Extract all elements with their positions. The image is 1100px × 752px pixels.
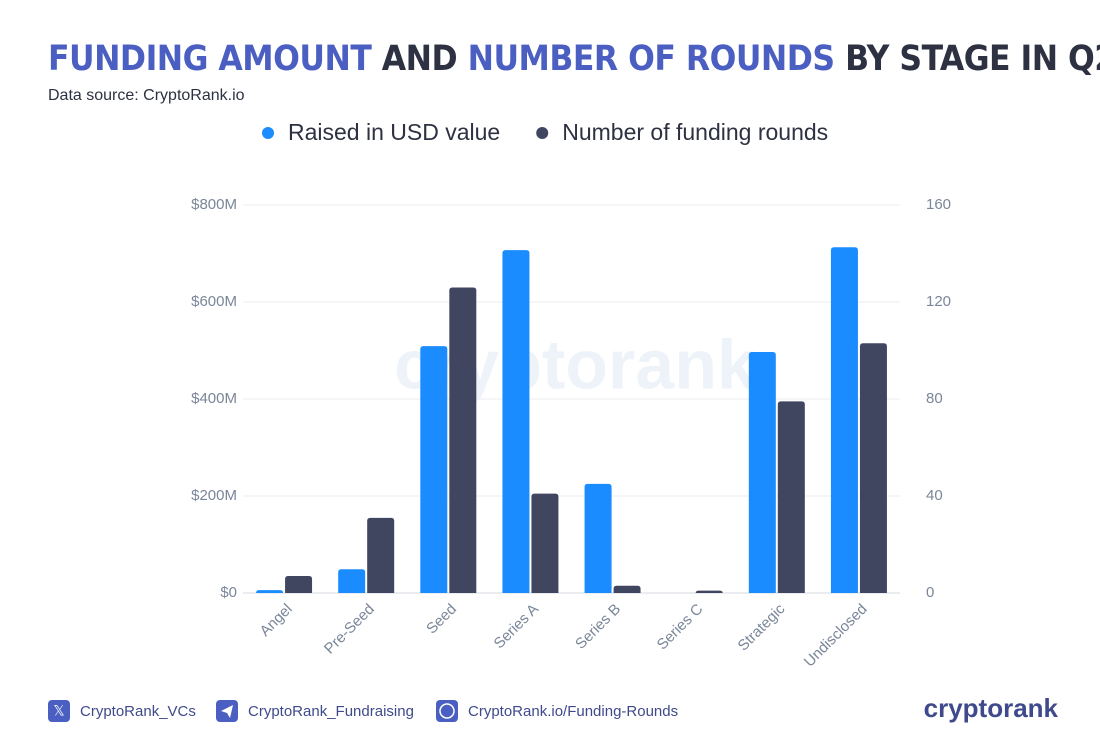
x-tick-label: Series B [572,601,624,653]
y-tick-label: $0 [220,584,237,601]
bar [502,250,530,594]
footer-icons: 𝕏 [48,700,458,722]
x-tick-label: Pre-Seed [321,601,378,658]
bar [613,585,641,593]
title-part: BY STAGE IN Q2 2024 [845,39,1100,79]
bar [285,576,313,593]
bar [449,287,477,593]
legend-marker [536,127,549,139]
logo: cryptorank [924,693,1059,723]
title-part: FUNDING AMOUNT [48,39,372,79]
footer-link[interactable]: CryptoRank_Fundraising [248,703,414,720]
bar [777,401,805,593]
legend-label: Number of funding rounds [562,119,828,145]
title-part: AND [382,39,457,79]
x-tick-label: Seed [423,601,460,638]
y2-tick-label: 0 [926,584,934,601]
y-tick-label: $400M [191,390,237,407]
bar [584,483,612,593]
bar [256,590,284,593]
x-tick-label: Series A [491,601,543,653]
bar [420,346,448,593]
footer-link[interactable]: CryptoRank_VCs [80,703,196,720]
legend-label: Raised in USD value [288,119,500,145]
chart-subtitle: Data source: CryptoRank.io [48,87,245,104]
x-tick-label: Strategic [735,600,789,654]
y2-tick-label: 120 [926,293,951,310]
bar [367,517,395,593]
footer-link[interactable]: CryptoRank.io/Funding-Rounds [468,703,678,720]
y2-tick-label: 80 [926,390,943,407]
chart-title: FUNDING AMOUNT AND NUMBER OF ROUNDS BY S… [48,39,1100,79]
bar [695,590,723,593]
legend-marker [262,127,274,139]
x-tick-label: Series C [654,601,707,654]
y-tick-label: $200M [191,487,237,504]
x-tick-label: Undisclosed [801,601,871,671]
svg-text:𝕏: 𝕏 [53,703,64,719]
bar [859,343,887,593]
bar [338,569,366,593]
bar [531,493,559,593]
y2-tick-label: 40 [926,487,943,504]
bar [748,351,776,593]
bar [830,247,858,593]
title-part: NUMBER OF ROUNDS [468,39,835,79]
y-tick-label: $800M [191,196,237,213]
y2-tick-label: 160 [926,196,951,213]
watermark: cryptorank [394,325,756,403]
x-tick-label: Angel [257,601,296,640]
y-tick-label: $600M [191,293,237,310]
